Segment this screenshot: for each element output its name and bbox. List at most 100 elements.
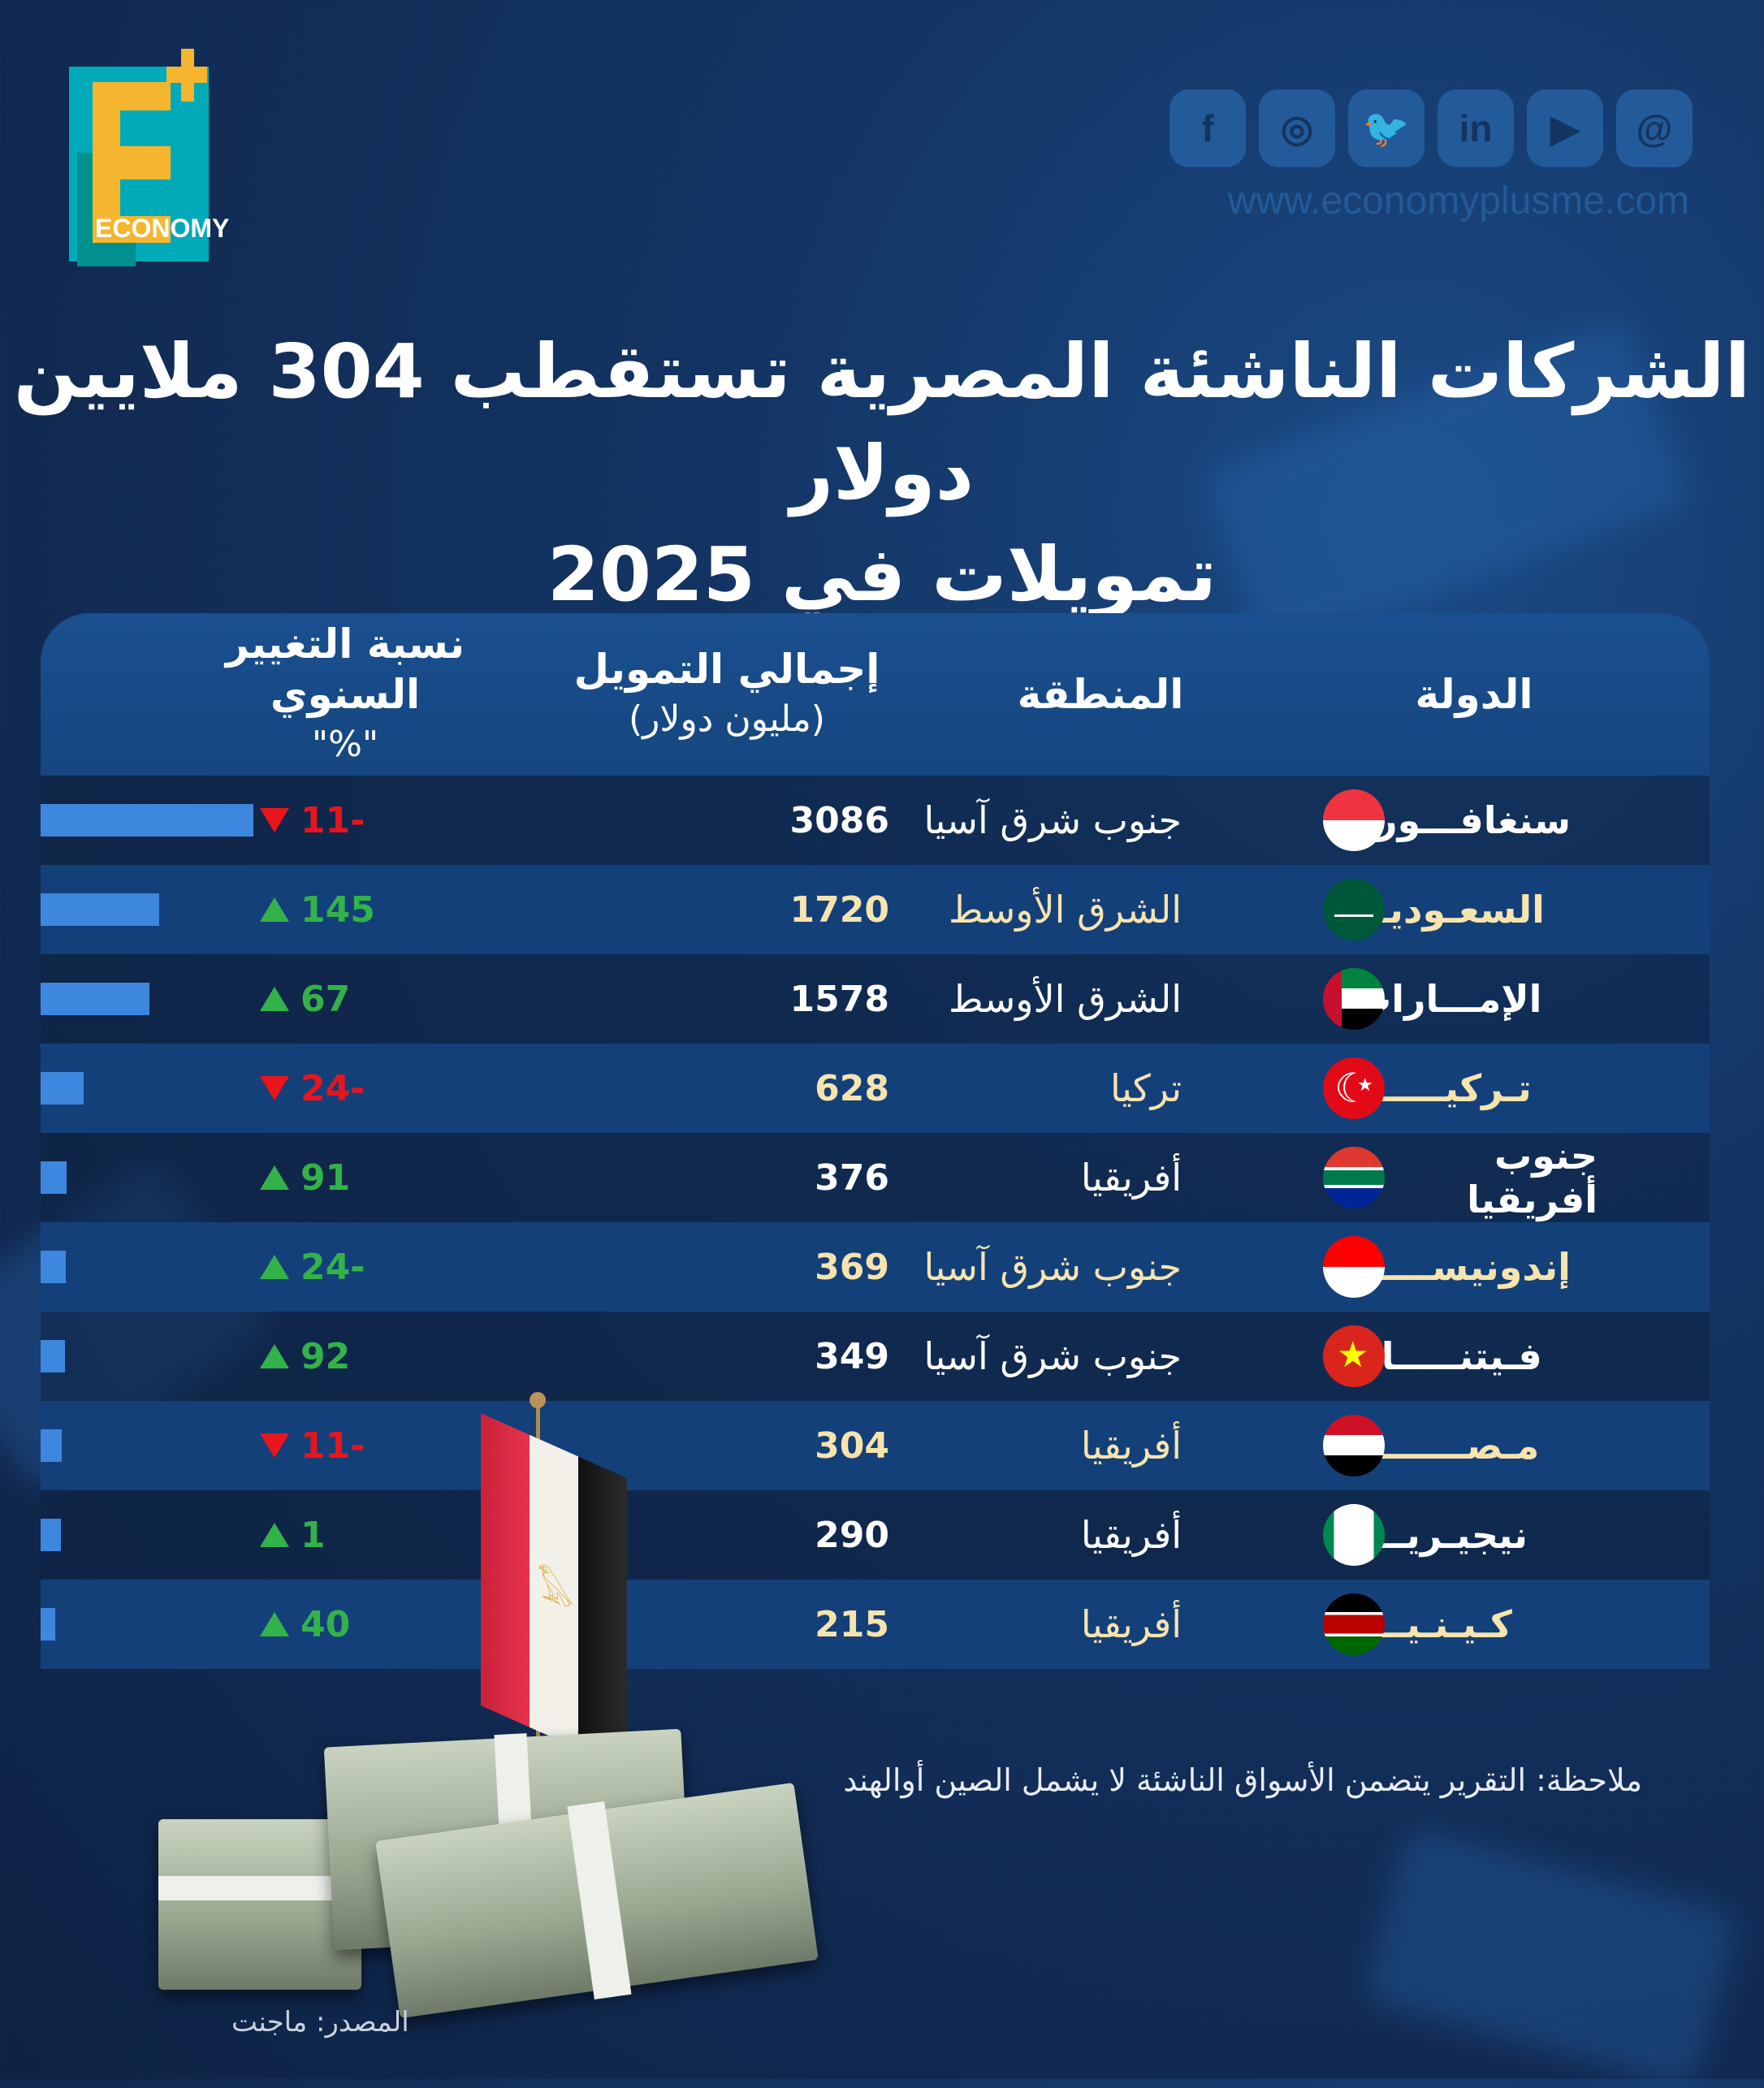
funding-bar-track <box>41 1490 767 1580</box>
funding-bar-track <box>41 1401 767 1490</box>
region-name: جنوب شرق آسيا <box>923 798 1182 842</box>
region-name: تركيا <box>1110 1066 1182 1110</box>
funding-bar-track <box>41 865 767 954</box>
social-links: f ◎ 🐦 in ▶ @ <box>1170 89 1693 167</box>
table-row: السعـوديـة الشرق الأوسط 1720 145 <box>41 865 1710 954</box>
website-link[interactable]: www.economyplusme.com <box>1227 179 1689 223</box>
funding-bar <box>41 1608 55 1641</box>
country-name: تـركيــــــا <box>1354 1066 1532 1110</box>
table-row: مـصـــــــر أفريقيا 304 11- <box>41 1401 1710 1490</box>
change-value: 11- <box>300 799 365 841</box>
funding-bar-track <box>41 1580 767 1669</box>
funding-bar-track <box>41 1222 767 1312</box>
change-cell: 92 <box>260 1312 374 1401</box>
header-change: نسبة التغيير السنوي "%" <box>225 620 465 765</box>
funding-bar <box>41 1251 66 1283</box>
uae-flag-icon <box>1323 968 1385 1030</box>
table-header: الدولة المنطقة إجمالي التمويل (مليون دولا… <box>41 613 1710 776</box>
change-cell: 40 <box>260 1580 374 1669</box>
instagram-icon[interactable]: ◎ <box>1259 89 1335 167</box>
change-value: 92 <box>300 1335 351 1377</box>
arrow-down-icon <box>260 1076 289 1100</box>
funding-value: 304 <box>815 1424 889 1467</box>
money-stacks-illustration <box>158 1722 873 2019</box>
linkedin-icon[interactable]: in <box>1438 89 1514 167</box>
background-money-blur <box>1363 1826 1740 2088</box>
funding-bar-track <box>41 1044 767 1133</box>
funding-value: 1578 <box>789 978 889 1020</box>
region-name: الشرق الأوسط <box>949 888 1182 932</box>
kenya-flag-icon <box>1323 1593 1385 1655</box>
economy-plus-logo: ECONOMY <box>69 49 264 266</box>
region-name: أفريقيا <box>1080 1602 1182 1646</box>
table-row: إندونيســـــا جنوب شرق آسيا 369 24- <box>41 1222 1710 1312</box>
nigeria-flag-icon <box>1323 1504 1385 1566</box>
region-name: الشرق الأوسط <box>949 977 1182 1021</box>
country-name: كـيـنـيـــا <box>1354 1602 1512 1646</box>
funding-bar <box>41 1072 84 1105</box>
funding-value: 369 <box>815 1246 889 1288</box>
region-name: أفريقيا <box>1080 1156 1182 1200</box>
header-region: المنطقة <box>1017 671 1184 718</box>
funding-value: 215 <box>815 1603 889 1645</box>
arrow-down-icon <box>260 808 289 832</box>
facebook-icon[interactable]: f <box>1170 89 1246 167</box>
funding-bar <box>41 1340 65 1373</box>
change-cell: 1 <box>260 1490 374 1580</box>
country-name: جنوب أفريقيا <box>1467 1134 1598 1221</box>
header-country: الدولة <box>1415 671 1533 718</box>
funding-bar-track <box>41 1312 767 1401</box>
change-cell: 24- <box>260 1044 374 1133</box>
country-name: نيجيـريـــا <box>1354 1513 1528 1557</box>
funding-bar <box>41 1161 67 1194</box>
change-cell: 11- <box>260 1401 374 1490</box>
threads-icon[interactable]: @ <box>1616 89 1693 167</box>
change-cell: 11- <box>260 776 374 865</box>
change-value: 91 <box>300 1156 351 1199</box>
change-cell: 67 <box>260 954 374 1044</box>
funding-value: 349 <box>815 1335 889 1377</box>
funding-bar <box>41 983 149 1015</box>
twitter-icon[interactable]: 🐦 <box>1348 89 1425 167</box>
vietnam-flag-icon: ★ <box>1323 1325 1385 1387</box>
arrow-up-icon <box>260 1255 289 1279</box>
change-value: 145 <box>300 888 375 931</box>
table-row: نيجيـريـــا أفريقيا 290 1 <box>41 1490 1710 1580</box>
country-name: إندونيســـــا <box>1354 1245 1571 1289</box>
saudi-arabia-flag-icon <box>1323 879 1385 940</box>
country-name: فـيتنـــــام <box>1354 1334 1542 1378</box>
table-row: سنغافـــورة جنوب شرق آسيا 3086 11- <box>41 776 1710 865</box>
funding-bar <box>41 1519 61 1551</box>
funding-value: 3086 <box>789 799 889 841</box>
funding-value: 290 <box>815 1514 889 1556</box>
funding-bar <box>41 804 253 836</box>
title-line-2: تمويلات في 2025 <box>547 531 1217 618</box>
page-title: الشركات الناشئة المصرية تستقطب 304 ملايي… <box>0 321 1764 625</box>
change-value: 67 <box>300 978 351 1020</box>
arrow-down-icon <box>260 1433 289 1458</box>
funding-value: 376 <box>815 1156 889 1199</box>
table-row: كـيـنـيـــا أفريقيا 215 40 <box>41 1580 1710 1669</box>
arrow-up-icon <box>260 897 289 922</box>
flag-pole-knob <box>530 1392 546 1408</box>
change-value: 24- <box>300 1067 365 1109</box>
singapore-flag-icon <box>1323 789 1385 851</box>
youtube-icon[interactable]: ▶ <box>1527 89 1603 167</box>
table-row: الإمـــارات الشرق الأوسط 1578 67 <box>41 954 1710 1044</box>
logo-text: ECONOMY <box>95 214 230 243</box>
change-value: 24- <box>300 1246 365 1288</box>
arrow-up-icon <box>260 1165 289 1190</box>
change-cell: 24- <box>260 1222 374 1312</box>
source-credit: المصدر: ماجنت <box>231 2006 409 2038</box>
south-africa-flag-icon <box>1323 1147 1385 1208</box>
country-name: مـصـــــــر <box>1354 1424 1540 1468</box>
funding-bar-track <box>41 1133 767 1222</box>
funding-bar <box>41 893 159 926</box>
table-row: تـركيــــــا ☾ ★ تركيا 628 24- <box>41 1044 1710 1133</box>
header-funding: إجمالي التمويل (مليون دولار) <box>573 646 880 740</box>
change-cell: 91 <box>260 1133 374 1222</box>
indonesia-flag-icon <box>1323 1236 1385 1298</box>
arrow-up-icon <box>260 1612 289 1636</box>
region-name: أفريقيا <box>1080 1513 1182 1557</box>
region-name: جنوب شرق آسيا <box>923 1245 1182 1289</box>
